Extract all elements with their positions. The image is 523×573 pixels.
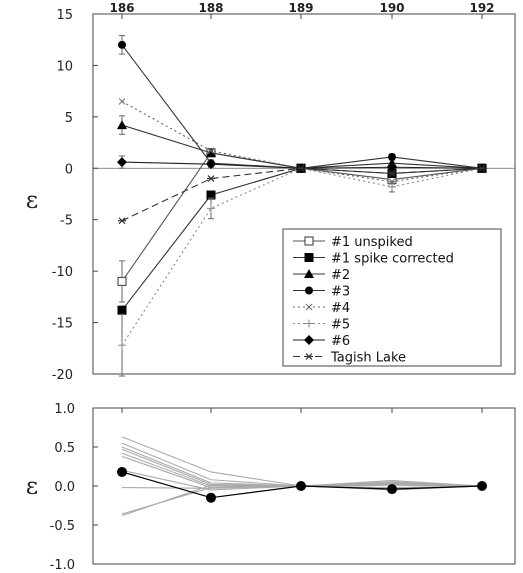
data-point — [117, 157, 127, 168]
legend-entry: #2 — [293, 268, 350, 283]
legend-label: #1 spike corrected — [331, 252, 454, 267]
legend-entry: #5 — [293, 318, 350, 333]
highlight-point — [296, 481, 306, 491]
legend-entry: Tagish Lake — [293, 351, 406, 366]
top-y-tick-label: -10 — [52, 265, 73, 280]
gray-series-line — [121, 446, 483, 487]
top-y-tick-label: -5 — [60, 214, 73, 229]
legend-label: #6 — [331, 334, 350, 349]
series-7 — [118, 164, 486, 225]
legend-entry: #4 — [293, 301, 350, 316]
legend-box — [282, 228, 502, 367]
highlight-point — [477, 481, 487, 491]
data-point — [207, 175, 215, 182]
highlight-point — [117, 466, 127, 477]
legend-marker — [305, 319, 313, 328]
legend-entry: #1 unspiked — [293, 235, 413, 250]
data-point — [118, 217, 126, 225]
top-y-tick-label: 15 — [56, 8, 73, 23]
data-point — [117, 305, 127, 315]
top-x-tick-label: 186 — [109, 1, 134, 15]
legend-marker — [304, 269, 314, 278]
legend-label: #4 — [331, 301, 350, 316]
highlight-series — [117, 466, 487, 503]
data-point — [206, 147, 216, 157]
data-point — [118, 341, 126, 350]
top-y-axis-label: ε — [26, 186, 38, 214]
data-point — [478, 164, 486, 172]
bottom-y-tick-label: -1.0 — [50, 558, 75, 573]
top-x-tick-label: 189 — [288, 1, 313, 15]
series-line — [121, 100, 483, 183]
legend-label: #5 — [331, 318, 350, 333]
data-point — [387, 162, 397, 173]
legend-label: #2 — [331, 268, 350, 283]
top-x-tick-label: 188 — [198, 1, 223, 15]
gray-series-line — [121, 442, 483, 487]
legend-marker — [304, 236, 314, 246]
top-y-tick-label: -15 — [52, 317, 73, 332]
data-point — [117, 120, 127, 130]
top-y-tick-label: 0 — [65, 162, 73, 177]
data-point — [388, 152, 396, 161]
top-y-tick-label: 5 — [65, 111, 73, 126]
bottom-y-tick-label: 0.5 — [54, 441, 75, 456]
top-plot-frame — [92, 13, 516, 375]
series-line — [121, 44, 483, 169]
legend-label: #3 — [331, 285, 350, 300]
data-point — [388, 170, 396, 177]
data-point — [388, 182, 396, 191]
legend-marker — [304, 335, 314, 345]
legend-marker — [305, 303, 313, 311]
legend: #1 unspiked #1 spike corrected#2 #3#4 #5#6 T… — [282, 228, 502, 367]
bottom-y-tick-label: -0.5 — [50, 519, 75, 534]
bottom-y-tick-label: 0.0 — [54, 480, 75, 495]
top-y-tick-label: -20 — [52, 368, 73, 383]
legend-label: Tagish Lake — [330, 351, 406, 366]
data-point — [206, 159, 216, 170]
legend-entry: #6 — [293, 334, 350, 349]
top-y-tick-label: 10 — [56, 59, 73, 74]
data-point — [207, 147, 215, 155]
top-x-tick-label: 192 — [469, 1, 494, 15]
highlight-point — [387, 484, 397, 495]
legend-marker — [304, 253, 314, 262]
legend-marker — [305, 286, 313, 295]
legend-label: #1 unspiked — [331, 235, 413, 250]
data-point — [297, 164, 305, 172]
data-point — [117, 276, 127, 287]
top-x-tick-label: 190 — [379, 1, 404, 15]
gray-series-line — [121, 436, 483, 487]
legend-entry: #3 — [293, 285, 350, 300]
legend-entry: #1 spike corrected — [293, 252, 454, 267]
bottom-y-tick-label: 1.0 — [54, 402, 75, 417]
data-point — [207, 204, 215, 213]
data-point — [118, 98, 126, 105]
data-point — [118, 40, 126, 49]
highlight-point — [206, 492, 216, 503]
legend-marker — [305, 353, 313, 360]
bottom-y-axis-label: ε — [26, 472, 38, 500]
series-3 — [118, 35, 486, 173]
